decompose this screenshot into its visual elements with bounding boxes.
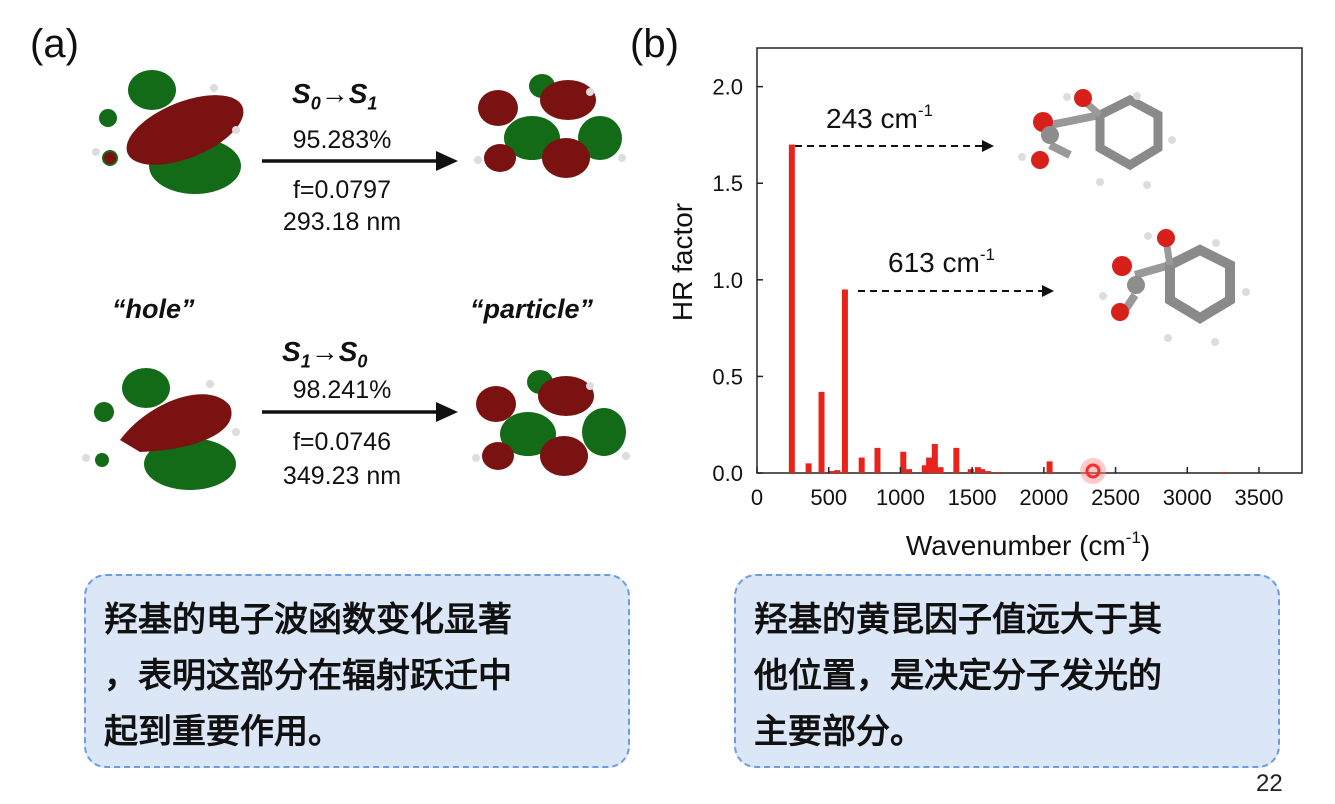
y-axis-label: HR factor xyxy=(667,203,698,321)
chart-bars xyxy=(788,144,1227,473)
page-number: 22 xyxy=(1256,770,1283,797)
transition1-wavelength: 293.18 nm xyxy=(282,208,402,236)
transition1-oscillator: f=0.0797 xyxy=(292,176,391,204)
hr-bar xyxy=(1046,461,1053,473)
particle-label: “particle” xyxy=(470,294,594,324)
panel-a-label: (a) xyxy=(30,22,79,66)
y-tick-label: 1.5 xyxy=(712,171,743,196)
particle-orbital-image-bottom xyxy=(472,370,630,476)
annotation-613: 613 cm-1 xyxy=(888,245,995,278)
transition2-percent: 98.241% xyxy=(292,376,392,404)
hr-bar xyxy=(994,472,1001,473)
note-right-line-2: 他位置，是决定分子发光的 xyxy=(754,656,1162,696)
note-left: 羟基的电子波函数变化显著 ，表明这部分在辐射跃迁中 起到重要作用。 xyxy=(84,574,630,768)
molecule-image-top xyxy=(1018,89,1176,189)
y-tick-label: 0.5 xyxy=(712,364,743,389)
transition2-wavelength: 349.23 nm xyxy=(282,462,402,490)
hr-bar xyxy=(805,463,812,473)
chart-frame xyxy=(756,47,1303,474)
cursor-indicator xyxy=(1080,458,1106,484)
hr-bar xyxy=(818,391,825,473)
note-left-line-3: 起到重要作用。 xyxy=(104,712,342,752)
hr-bar xyxy=(921,465,928,473)
chart-ticks: 0 500 1000 1500 2000 2500 3000 3500 0.0 0.5 1.0 1.5… xyxy=(712,75,1283,510)
hr-bar xyxy=(900,451,907,473)
transition2-title: S1→S0 xyxy=(282,336,368,372)
x-tick-label: 500 xyxy=(810,485,847,510)
x-tick-label: 3500 xyxy=(1234,485,1283,510)
annotation-243: 243 cm-1 xyxy=(826,101,933,134)
transition2-oscillator: f=0.0746 xyxy=(292,428,391,456)
hr-bar xyxy=(788,144,795,473)
x-tick-label: 1500 xyxy=(948,485,997,510)
hr-bar xyxy=(926,457,933,473)
note-right-line-3: 主要部分。 xyxy=(754,712,924,752)
transition1-arrow xyxy=(262,151,458,171)
x-tick-label: 2500 xyxy=(1091,485,1140,510)
hr-bar xyxy=(874,447,881,473)
x-tick-label: 3000 xyxy=(1163,485,1212,510)
x-axis-label: Wavenumber (cm-1) xyxy=(906,528,1150,561)
hole-label: “hole” xyxy=(112,294,195,324)
y-tick-label: 2.0 xyxy=(712,75,743,100)
x-tick-label: 2000 xyxy=(1019,485,1068,510)
panel-b-label: (b) xyxy=(630,22,679,66)
hr-bar xyxy=(1220,472,1227,473)
note-right-line-1: 羟基的黄昆因子值远大于其 xyxy=(754,600,1162,640)
transition1-title: S0→S1 xyxy=(292,78,378,114)
particle-orbital-image-top xyxy=(474,74,626,178)
hr-bar xyxy=(974,467,981,473)
x-tick-label: 0 xyxy=(751,485,763,510)
hr-bar xyxy=(906,469,913,473)
transition1-percent: 95.283% xyxy=(292,126,392,154)
hr-bar xyxy=(828,471,835,473)
molecule-image-bottom xyxy=(1099,229,1250,346)
hr-bar xyxy=(858,457,865,473)
hole-orbital-image-bottom xyxy=(82,368,240,490)
hr-bar xyxy=(834,470,841,473)
hr-bar xyxy=(931,444,938,473)
note-left-line-2: ，表明这部分在辐射跃迁中 xyxy=(104,656,512,696)
hr-bar xyxy=(967,469,974,473)
x-tick-label: 1000 xyxy=(876,485,925,510)
note-right: 羟基的黄昆因子值远大于其 他位置，是决定分子发光的 主要部分。 xyxy=(734,574,1280,768)
note-left-line-1: 羟基的电子波函数变化显著 xyxy=(104,600,512,640)
plot-area-frame xyxy=(756,47,1303,474)
hr-bar xyxy=(841,289,848,473)
hr-bar xyxy=(953,447,960,473)
y-tick-label: 1.0 xyxy=(712,268,743,293)
transition2-arrow xyxy=(262,402,458,422)
hr-bar xyxy=(984,471,991,473)
hr-bar xyxy=(937,467,944,473)
hr-bar xyxy=(979,469,986,473)
hole-orbital-image-top xyxy=(92,70,244,194)
y-tick-label: 0.0 xyxy=(712,461,743,486)
